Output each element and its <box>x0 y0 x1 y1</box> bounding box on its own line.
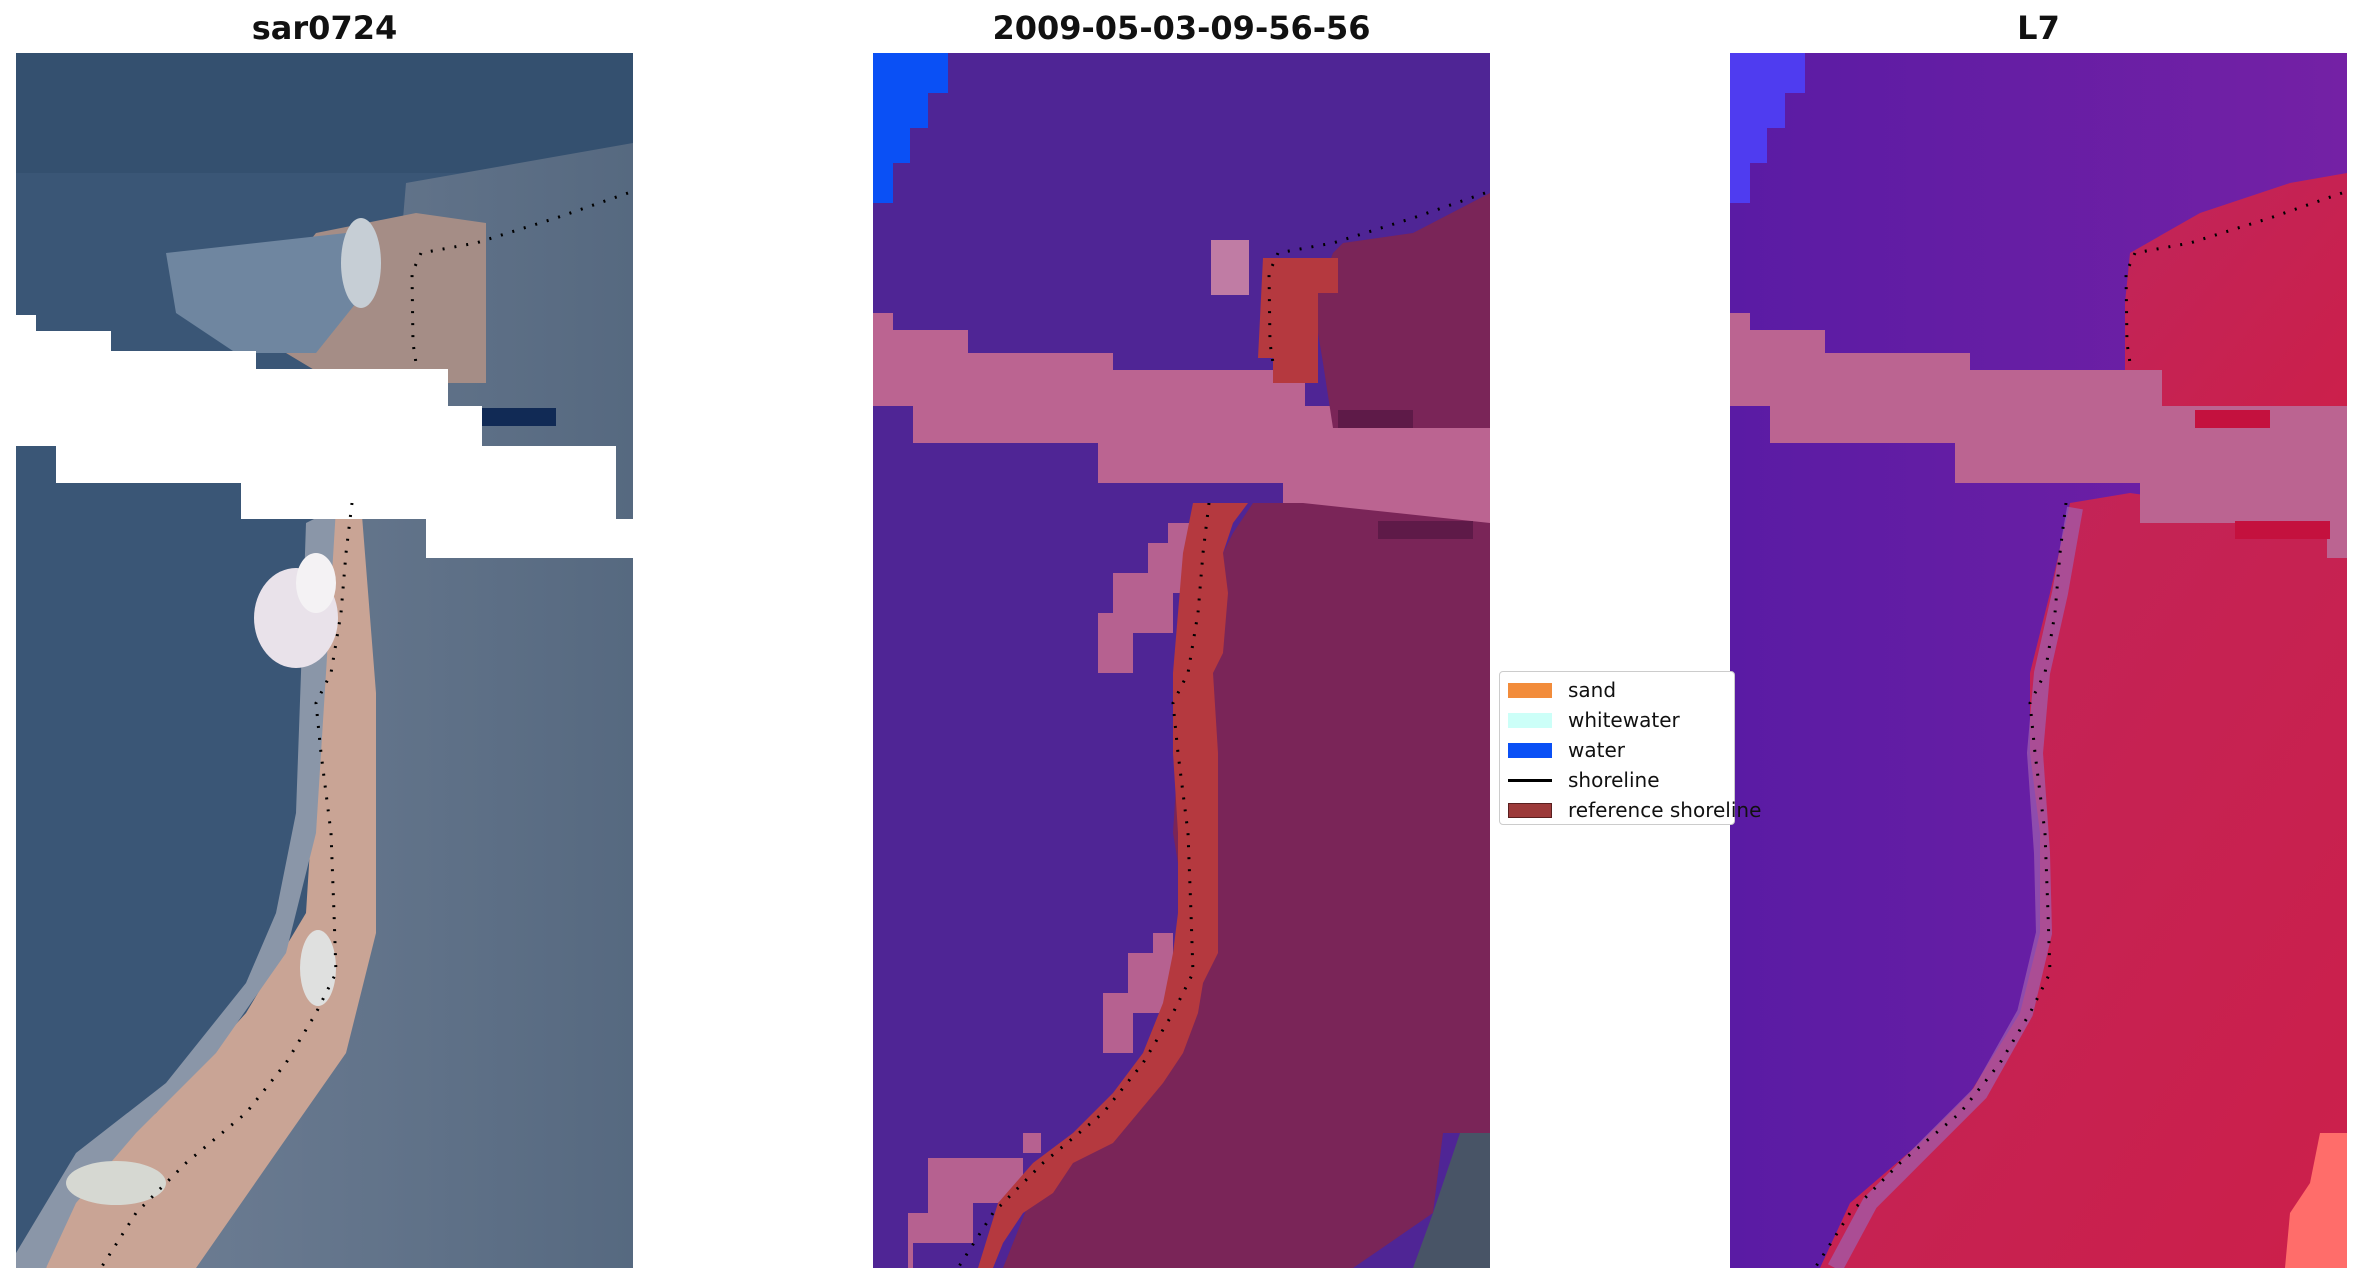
legend-item-sand: sand <box>1508 675 1616 705</box>
legend-label: water <box>1568 738 1625 762</box>
legend-item-water: water <box>1508 735 1625 765</box>
legend-item-shoreline: shoreline <box>1508 765 1660 795</box>
panel-title-classification: 2009-05-03-09-56-56 <box>992 9 1371 47</box>
legend-item-reference-shoreline: reference shoreline <box>1508 795 1761 825</box>
legend-item-whitewater: whitewater <box>1508 705 1680 735</box>
legend: sand whitewater water shoreline referenc… <box>1499 671 1761 825</box>
panel-title-rgb: sar0724 <box>251 9 398 47</box>
legend-label: whitewater <box>1568 708 1680 732</box>
classification-panel <box>873 53 1490 1268</box>
legend-label: sand <box>1568 678 1617 702</box>
legend-label: reference shoreline <box>1568 798 1762 822</box>
nir-image-panel <box>1730 53 2347 1268</box>
reference-shoreline-swatch <box>1508 802 1552 818</box>
sand-swatch <box>1508 682 1552 698</box>
shoreline-line-swatch <box>1508 778 1552 782</box>
rgb-image-panel <box>16 53 633 1268</box>
water-swatch <box>1508 742 1552 758</box>
legend-label: shoreline <box>1568 768 1660 792</box>
whitewater-swatch <box>1508 712 1552 728</box>
panel-title-nir: L7 <box>2017 9 2060 47</box>
